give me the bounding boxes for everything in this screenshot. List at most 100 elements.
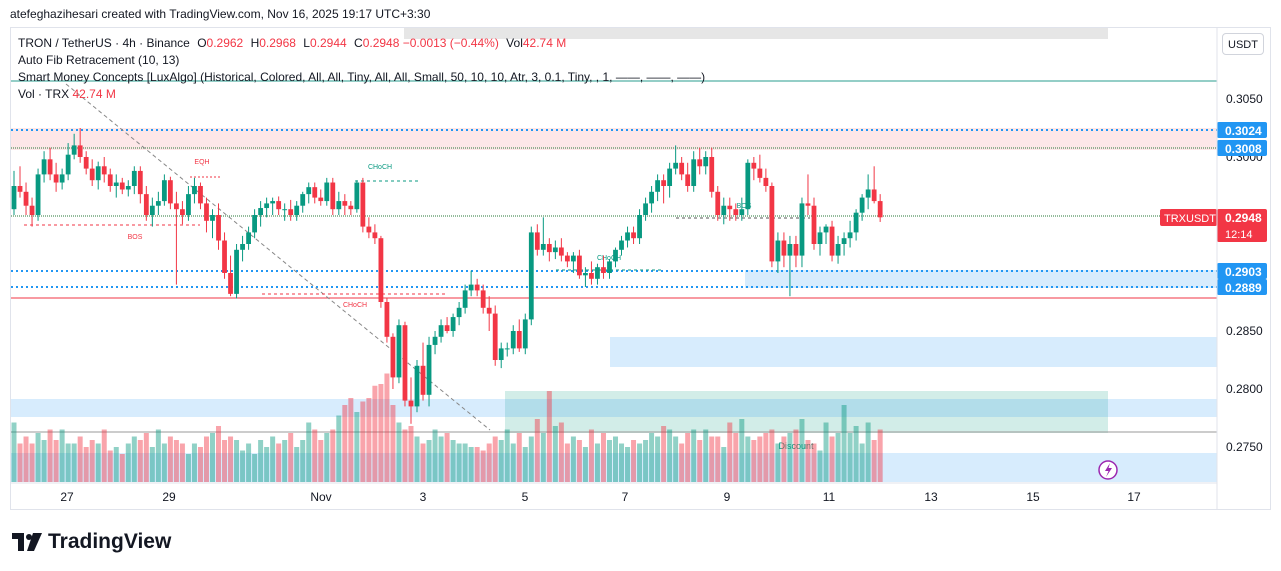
volume-bar [492, 436, 498, 482]
candle-body [558, 247, 564, 256]
volume-bar [745, 436, 751, 482]
volume-bar [17, 443, 23, 482]
volume-bar [655, 436, 661, 482]
volume-bar [252, 454, 258, 482]
price-tag [1217, 140, 1267, 156]
legend-ohlc-row: TRON / TetherUS · 4h · Binance O0.2962 H… [18, 35, 705, 52]
legend-high-value: 0.2968 [259, 36, 296, 50]
legend-symbol[interactable]: TRON / TetherUS · 4h · Binance [18, 36, 190, 50]
candle-body [77, 145, 83, 157]
legend-indicator-volume[interactable]: Vol · TRX 42.74 M [18, 86, 705, 103]
candle-body [751, 162, 757, 169]
volume-bar [865, 422, 871, 482]
volume-bar [288, 433, 294, 482]
lightning-icon-glyph [1105, 463, 1112, 477]
volume-bar [119, 454, 125, 482]
volume-bar [625, 447, 631, 482]
volume-bar [697, 440, 703, 482]
volume-bar [209, 433, 215, 482]
legend-volume-label: Vol [506, 36, 523, 50]
volume-bar [721, 447, 727, 482]
volume-bar [649, 433, 655, 482]
candle-body [222, 240, 227, 273]
volume-bar [823, 422, 829, 482]
candle-body [847, 232, 853, 239]
candle-body [709, 157, 715, 192]
volume-bar [23, 436, 29, 482]
volume-bar [715, 436, 721, 482]
volume-bar [631, 440, 637, 482]
volume-bar [65, 443, 71, 482]
volume-bar [805, 440, 811, 482]
volume-bar [300, 440, 306, 482]
candle-body [631, 232, 636, 239]
y-tick-label: 0.2850 [1226, 324, 1263, 338]
candle-body [29, 205, 35, 215]
volume-bar [829, 436, 835, 482]
volume-bar [420, 443, 426, 482]
candle-body [342, 201, 348, 206]
volume-bar [516, 433, 522, 482]
volume-bar [679, 443, 685, 482]
candle-body [655, 180, 661, 192]
candle-body [330, 182, 336, 210]
volume-bar [733, 433, 739, 482]
candle-body [408, 400, 414, 407]
volume-bar [426, 440, 432, 482]
x-tick-label: 13 [924, 490, 938, 504]
demand-zone [745, 270, 1217, 288]
legend-indicator-smc[interactable]: Smart Money Concepts [LuxAlgo] (Historic… [18, 70, 706, 84]
volume-bar [450, 440, 456, 482]
volume-bar [306, 422, 312, 482]
candle-body [444, 325, 450, 331]
volume-bar [727, 422, 733, 482]
candle-body [228, 273, 233, 294]
candle-body [384, 302, 390, 337]
volume-bar [408, 426, 414, 482]
candle-body [589, 273, 594, 279]
candle-body [456, 307, 462, 318]
volume-bar [41, 440, 47, 482]
volume-bar [498, 440, 504, 482]
candle-body [354, 182, 360, 210]
volume-bar [817, 450, 823, 482]
volume-bar [294, 447, 300, 482]
candle-body [432, 336, 438, 345]
candle-body [685, 174, 691, 186]
volume-bar [582, 447, 588, 482]
x-tick-label: 7 [622, 490, 629, 504]
legend-close-value: 0.2948 [362, 36, 400, 50]
volume-bar [540, 433, 546, 482]
candle-body [625, 232, 630, 241]
volume-bar [613, 436, 618, 482]
symbol-tag [1160, 209, 1217, 226]
candle-body [252, 215, 257, 233]
volume-bar [149, 447, 155, 482]
volume-bar [222, 440, 228, 482]
candle-body [143, 194, 149, 215]
candle-body [131, 170, 137, 186]
volume-bar [131, 436, 137, 482]
candle-body [673, 162, 679, 169]
currency-button[interactable]: USDT [1222, 33, 1264, 55]
candle-body [727, 205, 733, 210]
candle-body [155, 201, 161, 206]
candle-body [420, 365, 426, 395]
candle-body [149, 205, 155, 215]
legend-indicator-fib[interactable]: Auto Fib Retracement (10, 13) [18, 53, 180, 67]
legend-volume-value: 42.74 M [522, 36, 567, 50]
tradingview-logo[interactable]: TradingView [12, 530, 171, 554]
y-tick-label: 0.3050 [1226, 92, 1263, 106]
volume-bar [161, 443, 167, 482]
candle-body [282, 209, 288, 211]
legend-open-label: O [197, 36, 207, 50]
candle-body [192, 186, 197, 195]
candle-body [137, 170, 143, 195]
candle-body [216, 215, 221, 241]
volume-bar [342, 405, 348, 482]
volume-bar [781, 436, 787, 482]
volume-bar [29, 443, 35, 482]
candle-body [661, 180, 667, 186]
volume-bar [59, 429, 65, 482]
